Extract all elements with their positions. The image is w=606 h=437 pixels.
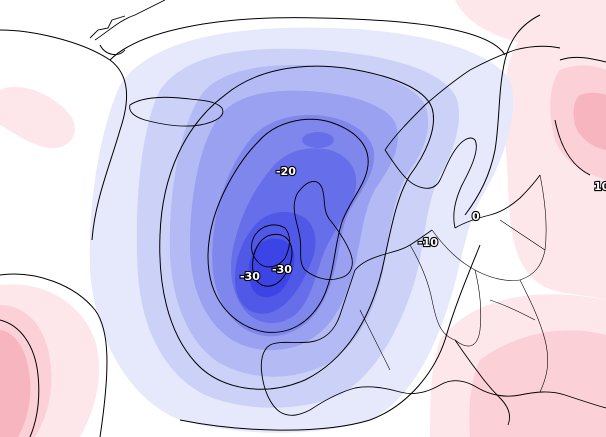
continent-coast: [260, 229, 433, 416]
contour-minus-20: [207, 118, 369, 333]
baltic-coast: [454, 174, 541, 229]
ireland-coast: [251, 224, 290, 268]
contour-minus-10: [159, 65, 434, 390]
contour-label-minus-30-west: -30: [240, 270, 260, 283]
scandinavia-coast: [384, 45, 561, 229]
country-borders: [359, 174, 549, 393]
positive-anomaly-southwest-peak: [0, 330, 31, 437]
positive-anomaly-northeast-peak: [573, 92, 606, 150]
great-britain-coast: [293, 181, 353, 281]
contour-zero-east: [464, 14, 541, 216]
positive-anomaly-southeast-core: [469, 330, 606, 437]
positive-anomaly-west: [0, 86, 75, 149]
contour-label-minus-20: -20: [276, 165, 296, 178]
mediterranean-coast: [309, 380, 606, 411]
positive-anomaly-far-north: [455, 0, 606, 46]
contour-label-plus-10: 10: [594, 180, 606, 193]
contour-plus-10-west: [0, 319, 40, 437]
contour-zero-north: [109, 17, 506, 61]
contour-minus-30: [252, 233, 293, 287]
contour-label-minus-10: -10: [418, 236, 438, 249]
contour-lines: [0, 14, 606, 437]
greenland-coast: [89, 0, 166, 56]
contour-zero-south: [179, 244, 481, 431]
contour-zero-southwest: [0, 273, 108, 437]
italy-coast: [454, 339, 511, 426]
negative-anomaly-north-pocket: [302, 132, 334, 148]
contour-label-minus-30-east: -30: [272, 263, 292, 276]
negative-anomaly-level-8: [248, 238, 295, 298]
contour-zero-west: [0, 29, 128, 241]
contour-label-zero: 0: [472, 210, 480, 223]
contour-labels: -20 -30 -30 -10 0 10: [239, 164, 606, 284]
contour-plus-10-east: [554, 56, 606, 176]
coastlines: [89, 0, 606, 426]
iceland-coast: [129, 96, 224, 127]
